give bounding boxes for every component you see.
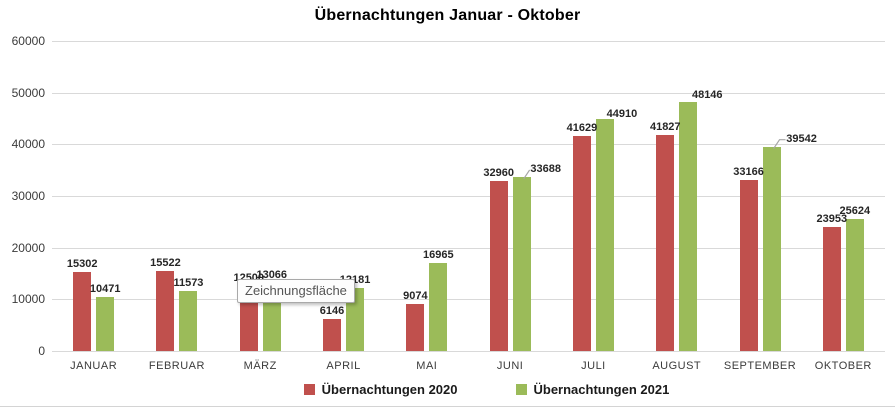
x-axis-label: AUGUST	[652, 360, 702, 372]
legend-item-2021[interactable]: Übernachtungen 2021	[515, 382, 670, 397]
y-axis-label: 10000	[11, 292, 45, 307]
tooltip-zeichnungsflaeche: Zeichnungsfläche	[237, 279, 355, 303]
y-axis-label: 40000	[11, 137, 45, 152]
x-axis-label: OKTOBER	[814, 360, 872, 372]
y-axis-label: 50000	[11, 85, 45, 100]
legend-swatch	[515, 384, 527, 395]
bar-2020[interactable]	[656, 134, 675, 351]
x-axis-label: JULI	[581, 360, 606, 372]
gridline	[52, 92, 885, 94]
data-label: 23953	[816, 213, 848, 226]
bar-2021[interactable]	[96, 296, 115, 351]
data-label: 15522	[150, 256, 181, 269]
data-label: 16965	[423, 249, 454, 262]
y-axis-label: 60000	[11, 34, 45, 48]
bar-2021[interactable]	[429, 263, 448, 351]
bar-2021[interactable]	[845, 218, 864, 351]
gridline	[52, 144, 885, 146]
x-axis-label: FEBRUAR	[148, 360, 205, 372]
bar-2021[interactable]	[179, 291, 198, 351]
y-axis-label: 0	[38, 344, 45, 358]
x-axis-label: SEPTEMBER	[723, 360, 797, 372]
data-label: 11573	[173, 277, 204, 290]
bar-2020[interactable]	[489, 180, 508, 351]
data-label: 39542	[786, 132, 817, 145]
legend-swatch	[303, 384, 315, 395]
legend: Übernachtungen 2020 Übernachtungen 2021	[0, 382, 895, 397]
data-label: 48146	[691, 89, 723, 102]
data-label: 13066	[256, 269, 288, 282]
gridline	[52, 351, 885, 352]
bar-2020[interactable]	[572, 135, 591, 351]
y-axis-label: 30000	[11, 189, 45, 203]
y-axis-label: 20000	[11, 240, 45, 255]
legend-label: Übernachtungen 2020	[321, 382, 458, 397]
bar-2021[interactable]	[346, 288, 365, 351]
bar-2020[interactable]	[323, 319, 342, 351]
bar-2021[interactable]	[595, 118, 614, 351]
data-label: 41629	[566, 121, 598, 134]
bar-2020[interactable]	[73, 271, 92, 351]
chart-title[interactable]: Übernachtungen Januar - Oktober	[314, 7, 581, 24]
bottom-divider	[0, 406, 895, 407]
plot-area[interactable]: 0 10000 20000 30000 40000 50000 60000 JANUAR 153…	[12, 34, 885, 372]
gridline	[52, 196, 885, 197]
gridline	[52, 299, 885, 301]
bar-2020[interactable]	[406, 304, 425, 351]
tooltip-text: Zeichnungsfläche	[245, 283, 347, 298]
x-axis-label: APRIL	[326, 360, 361, 372]
data-label: 44910	[606, 107, 638, 120]
x-axis-label: MAI	[416, 360, 438, 372]
data-label: 25624	[839, 204, 871, 217]
bar-2021[interactable]	[679, 102, 698, 351]
x-axis-label: JANUAR	[70, 360, 118, 372]
data-label: 6146	[319, 305, 345, 318]
data-label: 41827	[649, 120, 681, 133]
x-axis-label: JUNI	[496, 360, 524, 372]
bar-2021[interactable]	[762, 146, 781, 351]
data-label: 15302	[66, 257, 98, 270]
data-label: 33688	[530, 162, 561, 175]
data-label: 10471	[89, 282, 121, 295]
bar-2020[interactable]	[822, 227, 841, 351]
bar-2021[interactable]	[512, 176, 531, 351]
legend-label: Übernachtungen 2021	[533, 382, 670, 397]
data-label: 32960	[483, 166, 514, 179]
gridline	[52, 41, 885, 42]
data-label: 33166	[733, 165, 764, 178]
gridline	[52, 247, 885, 249]
x-axis-label: MÄRZ	[243, 360, 277, 372]
bar-2020[interactable]	[156, 270, 175, 351]
bar-2020[interactable]	[739, 179, 758, 351]
legend-item-2020[interactable]: Übernachtungen 2020	[303, 382, 458, 397]
data-label: 9074	[403, 290, 428, 303]
